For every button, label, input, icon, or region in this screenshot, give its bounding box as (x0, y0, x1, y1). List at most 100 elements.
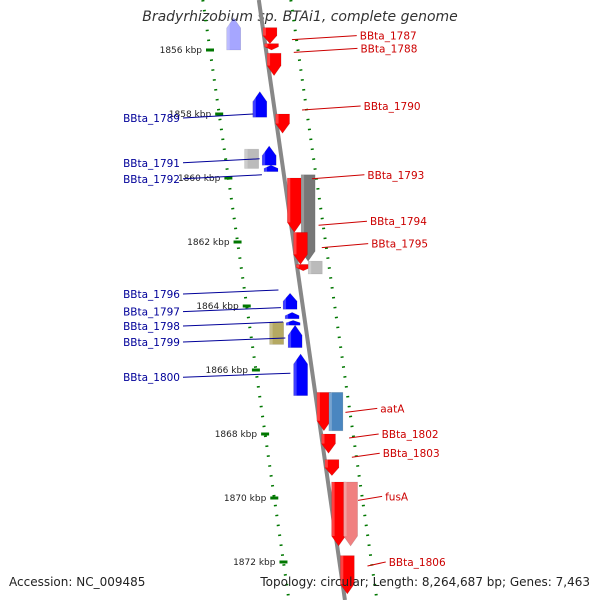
kbp-tick-label: 1870 kbp (224, 494, 267, 504)
forward-gene-arrow (295, 264, 311, 272)
gene-highlight (263, 165, 267, 172)
gene-highlight (296, 264, 300, 268)
gene-highlight (262, 146, 266, 166)
kbp-tick-label: 1868 kbp (215, 430, 258, 440)
kbp-tick-label: 1858 kbp (169, 110, 212, 120)
right-label-leader-line (345, 407, 378, 413)
gene-highlight (308, 261, 312, 274)
gene-highlight (331, 482, 335, 536)
gene-highlight (264, 43, 268, 47)
right-label-leader-line (321, 243, 369, 249)
forward-gene-arrow (264, 43, 279, 51)
left-label-leader-line (182, 289, 279, 295)
right-label-leader-line (357, 495, 383, 501)
gene-highlight (288, 325, 292, 348)
gene-label-right: fusA (385, 491, 409, 503)
forward-gene-arrow (340, 555, 355, 595)
right-label-leader-line (318, 220, 368, 226)
forward-gene-arrow (316, 392, 332, 432)
gene-highlight (244, 149, 248, 169)
gene-highlight (293, 232, 297, 255)
forward-gene-arrow (286, 177, 302, 233)
left-label-leader-line (182, 372, 291, 378)
forward-gene-arrow (275, 113, 290, 134)
gene-highlight (252, 91, 256, 118)
kbp-tick-label: 1872 kbp (233, 558, 276, 568)
forward-gene-arrow (266, 52, 282, 77)
gene-highlight (286, 320, 290, 326)
gene-label-left: BBta_1792 (123, 174, 180, 186)
reverse-gene-arrow (285, 320, 301, 326)
forward-gene-arrow (293, 232, 308, 265)
gene-highlight (287, 178, 291, 223)
reverse-gene-arrow (282, 292, 298, 310)
left-label-leader-line (182, 174, 262, 180)
reverse-gene-arrow (284, 312, 300, 320)
gene-label-right: BBta_1802 (382, 429, 439, 441)
right-label-leader-line (349, 433, 379, 439)
forward-gene-arrow (262, 27, 278, 45)
right-label-leader-line (291, 35, 357, 41)
gene-highlight (262, 27, 266, 36)
gene-label-left: BBta_1797 (123, 307, 180, 319)
left-label-leader-line (182, 321, 284, 327)
forward-gene-arrow (331, 481, 346, 547)
left-label-leader-line (182, 337, 286, 343)
gene-label-right: BBta_1794 (370, 216, 427, 228)
gene-highlight (285, 312, 289, 319)
kbp-tick-label: 1860 kbp (178, 174, 221, 184)
kbp-tick-label: 1866 kbp (206, 366, 249, 376)
reverse-gene-arrow (293, 353, 308, 396)
right-label-leader-line (293, 47, 358, 53)
left-label-leader-line (182, 113, 254, 119)
gene-label-left: BBta_1800 (123, 372, 180, 384)
gene-block (328, 392, 344, 432)
reverse-gene-arrow (252, 91, 268, 118)
kbp-tick-label: 1864 kbp (196, 302, 239, 312)
left-label-leader-line (182, 158, 260, 164)
gene-highlight (226, 18, 230, 50)
gene-highlight (275, 114, 279, 124)
kbp-tick-label: 1862 kbp (187, 238, 230, 248)
gene-label-right: BBta_1795 (371, 239, 428, 251)
forward-gene-arrow (343, 481, 358, 547)
gene-highlight (340, 555, 344, 584)
gene-highlight (269, 322, 273, 345)
gene-highlight (321, 434, 325, 444)
gene-block (307, 260, 323, 275)
gene-highlight (267, 53, 271, 66)
forward-gene-arrow (321, 433, 336, 454)
gene-label-left: BBta_1798 (123, 321, 180, 333)
gene-label-right: BBta_1803 (383, 448, 440, 460)
gene-highlight (343, 482, 347, 536)
gene-highlight (283, 293, 287, 310)
gene-label-right: aatA (380, 403, 405, 415)
gene-label-right: BBta_1787 (360, 31, 417, 43)
gene-label-right: BBta_1806 (389, 557, 446, 569)
page-title: Bradyrhizobium sp. BTAi1, complete genom… (142, 9, 458, 25)
reverse-gene-arrow (287, 324, 303, 348)
gene-label-right: BBta_1788 (360, 43, 417, 55)
genome-axis (256, 0, 347, 600)
gene-label-left: BBta_1791 (123, 158, 180, 170)
gene-label-left: BBta_1789 (123, 113, 180, 125)
reverse-gene-arrow (226, 17, 242, 51)
gene-highlight (301, 174, 305, 252)
reverse-gene-arrow (261, 145, 277, 166)
gene-highlight (316, 392, 320, 421)
right-label-leader-line (302, 105, 361, 111)
gene-label-right: BBta_1790 (364, 101, 421, 113)
accession-text: Accession: NC_009485 (9, 575, 146, 589)
gene-label-right: BBta_1793 (367, 170, 424, 182)
right-label-leader-line (367, 561, 386, 567)
right-label-leader-line (351, 452, 380, 458)
gene-highlight (324, 459, 328, 468)
forward-gene-arrow (324, 459, 340, 477)
kbp-tick-label: 1856 kbp (160, 46, 203, 56)
scale-dotted-line-left (201, 0, 291, 600)
gene-label-left: BBta_1796 (123, 289, 180, 301)
topology-text: Topology: circular; Length: 8,264,687 bp… (260, 575, 590, 589)
gene-label-left: BBta_1799 (123, 337, 180, 349)
